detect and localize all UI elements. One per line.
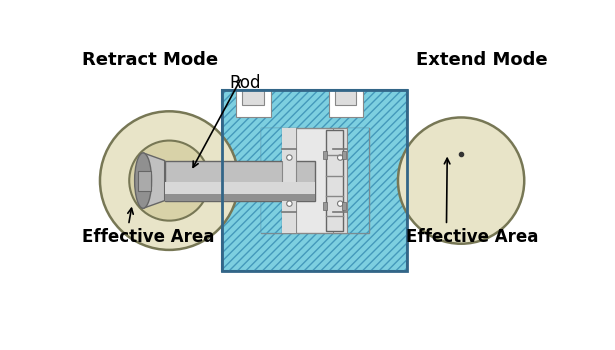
Bar [223, 90, 407, 272]
Bar [261, 128, 369, 233]
Bar [347, 128, 369, 233]
Bar [165, 182, 315, 196]
Bar [282, 128, 296, 233]
Ellipse shape [398, 118, 524, 244]
Ellipse shape [135, 153, 151, 208]
Bar [282, 201, 296, 233]
Bar [327, 130, 343, 231]
Bar [282, 128, 296, 161]
Bar [261, 128, 282, 233]
Text: Rod: Rod [230, 74, 261, 92]
Bar [223, 90, 407, 272]
Text: Effective Area: Effective Area [82, 228, 215, 246]
Bar [323, 202, 327, 210]
Ellipse shape [129, 141, 209, 220]
Bar [242, 90, 264, 105]
Polygon shape [143, 153, 165, 208]
Bar [333, 128, 347, 233]
Text: Retract Mode: Retract Mode [82, 51, 218, 69]
Bar [342, 151, 346, 159]
Bar [323, 151, 327, 159]
Bar [236, 90, 271, 117]
Ellipse shape [338, 155, 343, 160]
Ellipse shape [287, 201, 292, 206]
Bar [347, 128, 369, 233]
Bar [223, 90, 407, 272]
Text: Effective Area: Effective Area [406, 228, 538, 246]
Bar [335, 90, 356, 105]
Bar [261, 128, 282, 233]
Ellipse shape [338, 201, 343, 206]
Bar [165, 161, 315, 201]
Bar [342, 202, 346, 210]
Text: Extend Mode: Extend Mode [416, 51, 548, 69]
Bar [138, 170, 151, 191]
Bar [165, 195, 315, 201]
Ellipse shape [287, 155, 292, 160]
Ellipse shape [100, 111, 239, 250]
Bar [328, 90, 363, 117]
